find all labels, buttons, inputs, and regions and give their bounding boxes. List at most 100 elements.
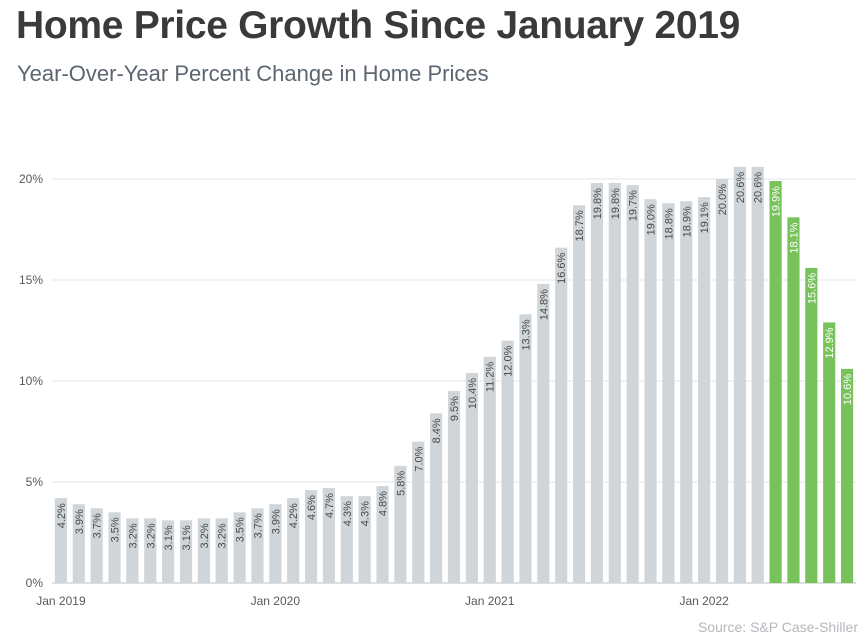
x-tick-label: Jan 2020 [251,594,301,608]
x-tick-label: Jan 2021 [465,594,515,608]
bar [680,201,693,583]
bar [501,340,514,583]
data-label: 10.4% [467,378,479,409]
bars [54,166,854,584]
data-label: 8.4% [431,418,443,443]
bar [519,314,532,583]
data-label: 4.2% [288,503,300,528]
data-label: 20.6% [753,172,765,203]
bar [698,197,711,583]
data-label: 18.1% [788,222,800,253]
bar [823,322,836,583]
data-label: 3.2% [199,523,211,548]
data-label: 18.8% [663,208,675,239]
data-label: 19.9% [771,186,783,217]
bar [787,217,800,583]
data-label: 9.5% [449,396,461,421]
bar [483,356,496,583]
bar [269,504,282,583]
bar [447,391,461,583]
data-label: 3.9% [74,509,86,534]
data-label: 3.5% [235,517,247,542]
bar [233,512,246,583]
bar [430,413,443,583]
x-tick-label: Jan 2022 [679,594,729,608]
data-label: 18.7% [574,210,586,241]
data-label: 3.5% [110,517,122,542]
data-label: 4.6% [306,495,318,520]
bar [197,518,210,583]
bar [394,465,407,583]
data-label: 13.3% [520,319,532,350]
data-label: 3.2% [127,523,139,548]
bar [251,508,264,583]
y-tick-label: 15% [19,273,43,287]
bar [662,203,675,584]
bar [126,518,139,583]
bar [572,205,586,583]
bar [179,520,193,583]
bar [358,496,371,583]
data-label: 4.2% [56,503,68,528]
x-tick-label: Jan 2019 [36,594,86,608]
bar [590,183,604,584]
data-label: 4.8% [378,491,390,516]
data-label: 10.6% [842,374,854,405]
data-label: 3.2% [217,523,229,548]
bar [340,496,353,583]
data-label: 3.2% [145,523,157,548]
data-label: 7.0% [413,446,425,471]
bar [537,284,550,583]
bar [144,518,157,583]
y-tick-label: 20% [19,172,43,186]
y-tick-label: 0% [26,576,44,590]
bar [465,372,478,583]
bar [90,508,103,583]
data-label: 3.7% [252,513,264,538]
data-label: 20.0% [717,184,729,215]
bar [304,490,318,583]
bar [733,166,746,583]
bar [72,504,85,583]
y-tick-label: 5% [26,475,44,489]
data-label: 4.3% [342,501,354,526]
data-labels: 4.2% 3.9% 3.7% 3.5% 3.2% 3.2% 3.1% 3.1% 3.2% 3.2%… [56,172,854,551]
data-label: 11.2% [485,362,497,393]
y-axis: 0% 5% 10% 15% 20% [19,172,43,590]
data-label: 16.6% [556,252,568,283]
bar [751,166,764,583]
data-label: 4.7% [324,493,336,518]
bar [769,181,782,583]
bar [805,267,818,583]
bar [376,486,389,583]
y-tick-label: 10% [19,374,43,388]
source-note: Source: S&P Case-Shiller [697,619,858,635]
data-label: 12.9% [824,327,836,358]
data-label: 4.3% [360,501,372,526]
bar [108,512,121,583]
data-label: 3.7% [92,513,104,538]
bar [644,199,657,583]
data-label: 19.8% [592,188,604,219]
data-label: 19.0% [646,204,658,235]
bar [412,441,425,583]
bar [555,247,568,583]
x-axis: Jan 2019 Jan 2020 Jan 2021 Jan 2022 [36,594,729,608]
bar [54,498,68,583]
data-label: 3.1% [181,525,193,550]
bar [715,179,729,583]
data-label: 19.7% [628,190,640,221]
data-label: 14.8% [538,289,550,320]
data-label: 15.6% [806,273,818,304]
chart-subtitle: Year-Over-Year Percent Change in Home Pr… [17,61,489,86]
bar [215,518,228,583]
data-label: 3.9% [270,509,282,534]
bar [287,498,300,583]
data-label: 5.8% [395,471,407,496]
bar [322,488,336,583]
bar [162,520,175,583]
data-label: 19.1% [699,202,711,233]
data-label: 20.6% [735,172,747,203]
data-label: 12.0% [503,345,515,376]
